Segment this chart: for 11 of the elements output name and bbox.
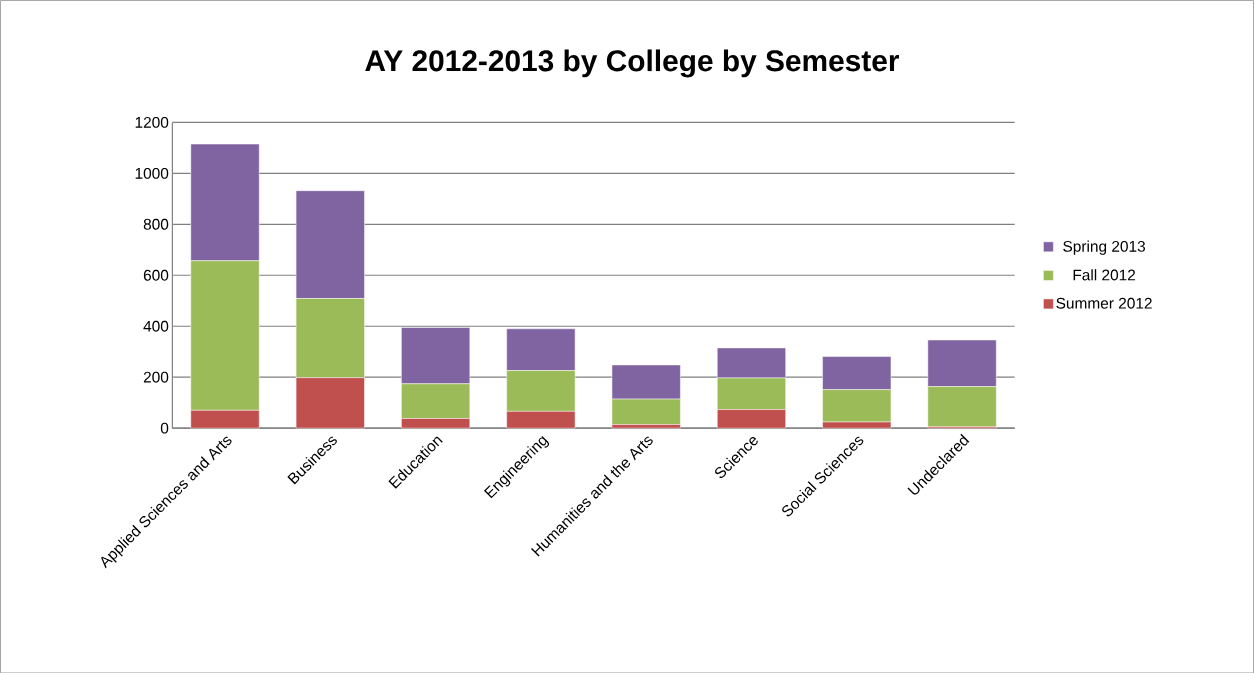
y-tick-label: 0 (160, 422, 169, 434)
y-tick-label: 600 (143, 269, 169, 281)
y-tick-label: 800 (143, 218, 169, 230)
y-tick-label: 1200 (135, 116, 169, 128)
y-tick-label: 200 (143, 371, 169, 383)
y-tick-label: 1000 (135, 167, 169, 179)
legend-label: Summer 2012 (1056, 297, 1152, 309)
chart-title: AY 2012-2013 by College by Semester (365, 49, 900, 78)
y-tick-label: 400 (143, 320, 169, 332)
legend-label: Spring 2013 (1063, 240, 1145, 255)
legend-label: Fall 2012 (1073, 268, 1136, 281)
